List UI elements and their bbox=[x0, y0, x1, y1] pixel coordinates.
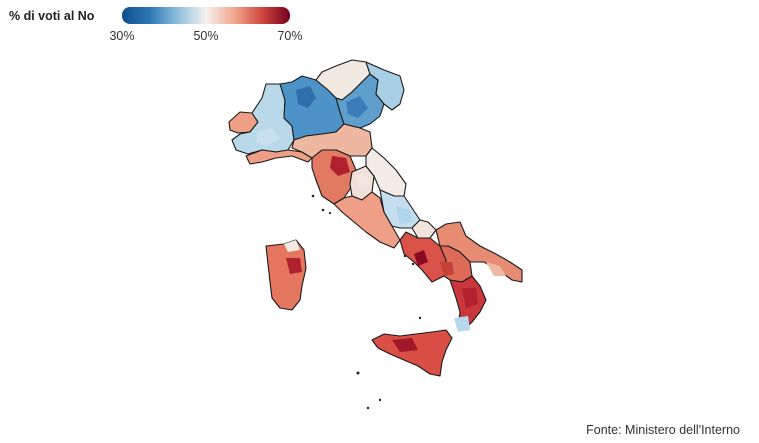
region-sardegna bbox=[265, 239, 307, 311]
province-patch bbox=[346, 96, 368, 118]
province-patch bbox=[284, 240, 300, 252]
legend-title: % di voti al No bbox=[9, 9, 95, 23]
province-patch bbox=[356, 172, 370, 190]
province-patch bbox=[296, 86, 316, 108]
province-patch bbox=[330, 156, 350, 176]
province-patch bbox=[462, 288, 478, 308]
region-friuli bbox=[365, 61, 405, 111]
province-patch bbox=[454, 316, 470, 332]
color-legend: % di voti al No 30% 50% 70% bbox=[0, 0, 320, 50]
province-patch bbox=[392, 338, 418, 352]
province-patch bbox=[486, 262, 506, 276]
province-patches bbox=[256, 86, 506, 352]
legend-tick-50: 50% bbox=[193, 29, 219, 43]
province-patch bbox=[414, 250, 428, 266]
small-islands bbox=[311, 194, 422, 410]
legend-tick-30: 30% bbox=[109, 29, 135, 43]
province-patch bbox=[256, 128, 280, 146]
legend-color-bar bbox=[122, 7, 290, 24]
data-source: Fonte: Ministero dell'Interno bbox=[586, 423, 740, 437]
region-liguria bbox=[245, 149, 313, 165]
province-patch bbox=[286, 258, 302, 274]
region-sicilia bbox=[371, 329, 453, 377]
province-patch bbox=[440, 262, 454, 276]
legend-tick-70: 70% bbox=[277, 29, 303, 43]
province-patch bbox=[396, 206, 412, 224]
